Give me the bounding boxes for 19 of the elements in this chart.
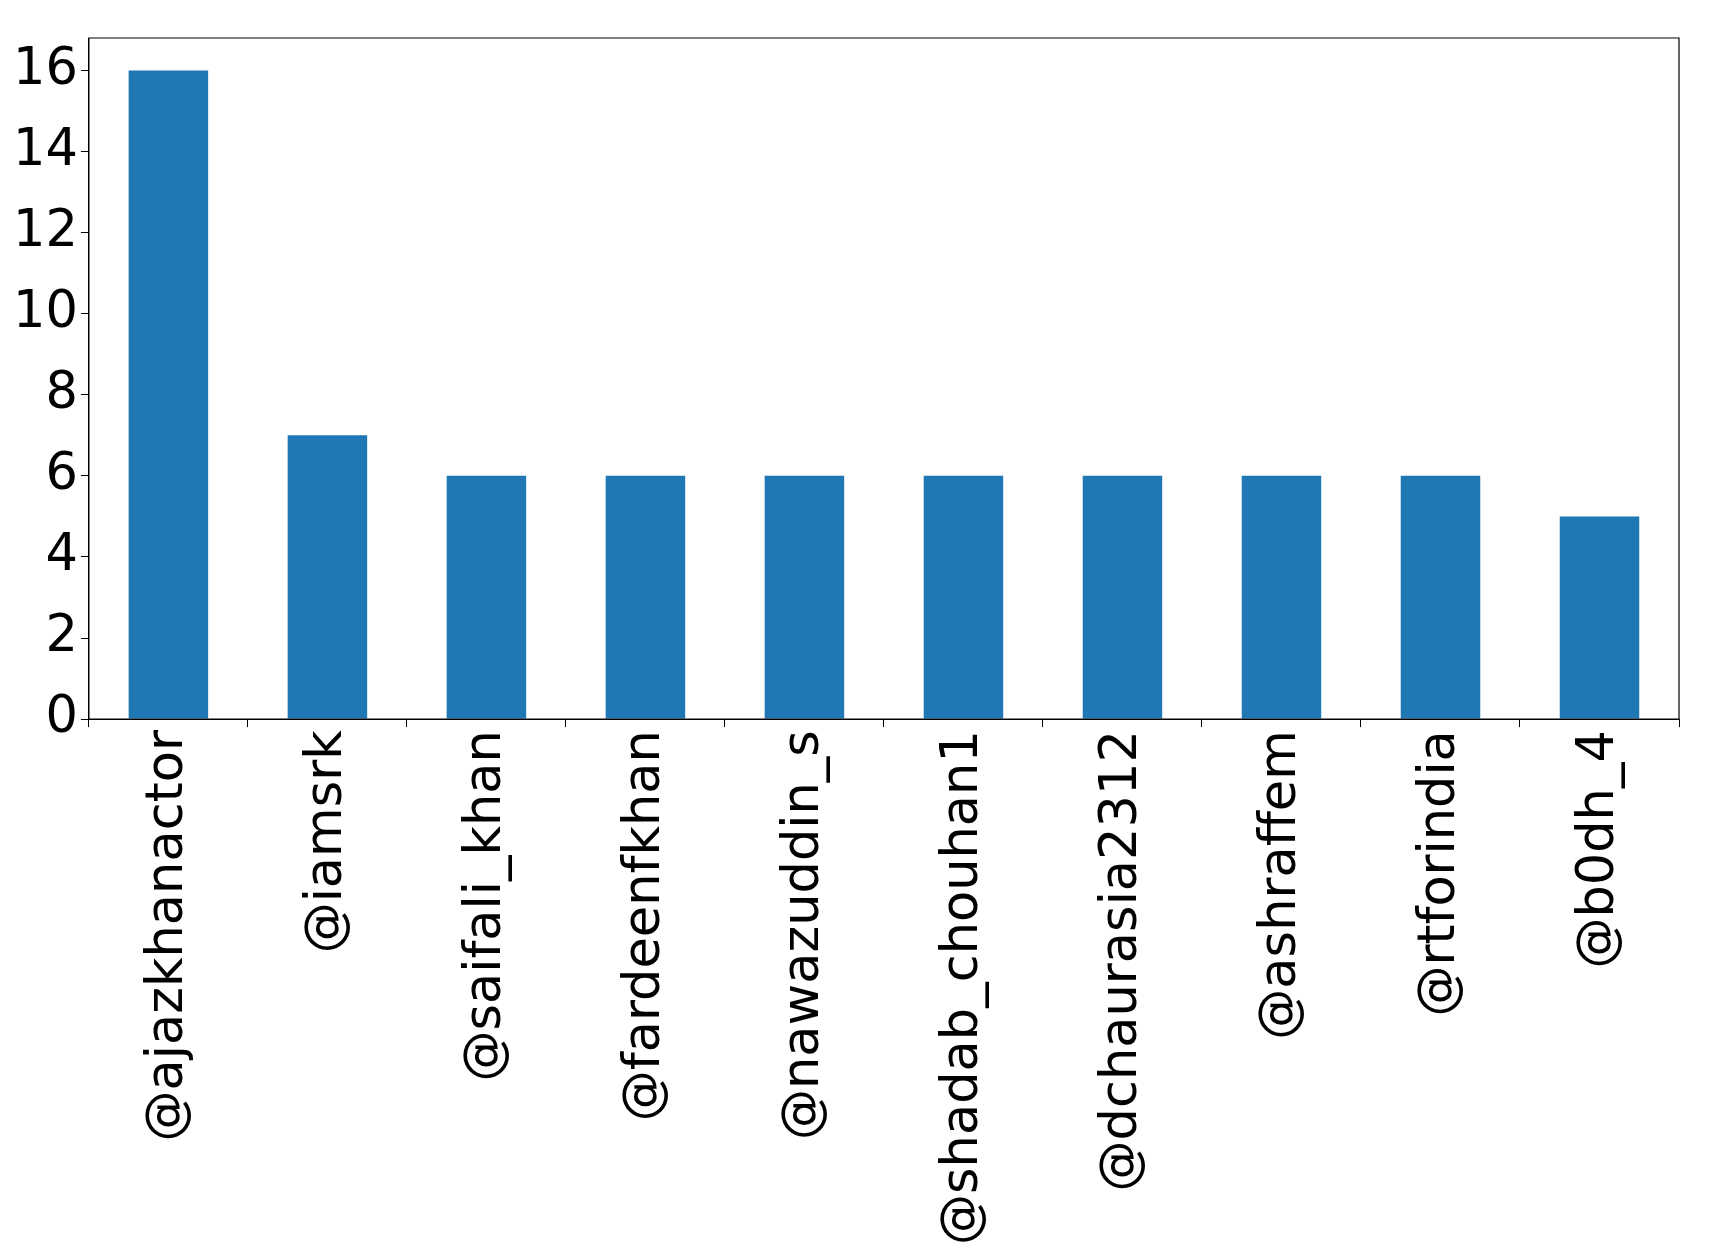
x-tick-label: @shadab_chouhan1 [929,730,989,1246]
y-tick-label: 10 [12,279,78,339]
y-tick-label: 2 [45,604,78,664]
y-tick-label: 14 [12,117,78,177]
x-tick-label: @iamsrk [293,729,353,954]
x-tick-label: @nawazuddin_s [770,730,830,1141]
y-tick-label: 8 [45,361,78,421]
y-tick-label: 4 [45,523,78,583]
y-tick-label: 12 [12,198,78,258]
x-tick-label: @dchaurasia2312 [1088,730,1148,1192]
x-tick-label: @saifali_khan [452,730,512,1082]
x-tick-label: @b0dh_4 [1565,730,1625,969]
x-tick-label: @rtforindia [1406,730,1466,1017]
x-tick-label: @ashraffem [1247,730,1307,1040]
x-tick-label: @ajazkhanactor [134,730,194,1142]
y-tick-label: 0 [45,685,78,745]
y-tick-label: 16 [12,36,78,96]
y-tick-label: 6 [45,442,78,502]
x-tick-label: @fardeenfkhan [611,730,671,1122]
